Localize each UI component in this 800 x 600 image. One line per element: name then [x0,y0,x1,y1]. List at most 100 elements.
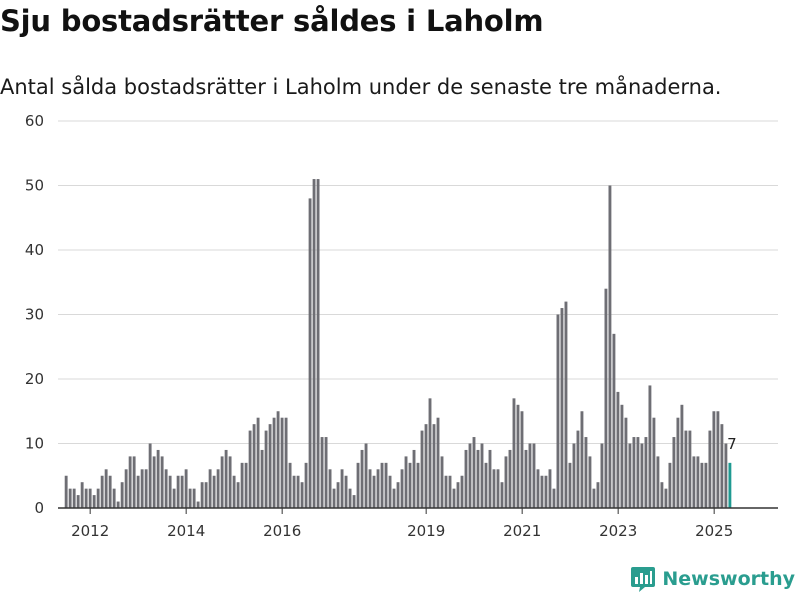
bar [104,469,108,508]
bar [316,179,320,509]
bar [364,443,368,508]
bar [236,482,240,508]
bar [336,482,340,508]
bar [88,488,92,508]
bar [700,462,704,508]
bar [80,482,84,508]
bar [724,443,728,508]
bar [464,449,468,508]
bar [232,475,236,508]
bar [556,314,560,508]
bar [276,411,280,508]
bar [532,443,536,508]
bar [196,501,200,508]
bar [328,469,332,508]
bar [96,488,100,508]
bar [588,456,592,508]
y-tick-label: 60 [25,112,44,130]
bar [684,430,688,508]
bar [468,443,472,508]
bar [164,469,168,508]
bar [212,475,216,508]
bar [292,475,296,508]
bar [452,488,456,508]
bar [544,475,548,508]
bar [180,475,184,508]
bar [484,462,488,508]
bar [304,462,308,508]
bar [388,475,392,508]
gridlines [58,120,778,444]
bar-series [64,179,732,509]
bar [320,437,324,508]
bar [716,411,720,508]
bar [504,456,508,508]
bar [704,462,708,508]
x-tick-label: 2014 [167,522,205,540]
bar [288,462,292,508]
bar [244,462,248,508]
bar [168,475,172,508]
bar [580,411,584,508]
bar [344,475,348,508]
bar [612,333,616,508]
bar [688,430,692,508]
bar [428,398,432,508]
bar [100,475,104,508]
bar [472,437,476,508]
bar [604,288,608,508]
bar [576,430,580,508]
bar [636,437,640,508]
bar [136,475,140,508]
bar [516,404,520,508]
bar [208,469,212,508]
bar [368,469,372,508]
bar [492,469,496,508]
bar [404,456,408,508]
bar [268,424,272,508]
bar [348,488,352,508]
brand-name: Newsworthy [662,568,795,590]
bar [152,456,156,508]
bar [548,469,552,508]
bar [448,475,452,508]
bar [476,449,480,508]
bar [172,488,176,508]
bar [640,443,644,508]
bar [712,411,716,508]
y-tick-label: 40 [25,241,44,259]
bar [148,443,152,508]
bar [296,475,300,508]
bar [628,443,632,508]
bar [188,488,192,508]
bar [552,488,556,508]
bar [356,462,360,508]
bar [156,449,160,508]
x-tick-label: 2023 [599,522,637,540]
bar [444,475,448,508]
bar [488,449,492,508]
bar [668,462,672,508]
y-axis-tick-labels: 0 10 20 30 40 50 60 [25,112,44,517]
bar [416,462,420,508]
bar [252,424,256,508]
bar [324,437,328,508]
bar [396,482,400,508]
bar [592,488,596,508]
bar [692,456,696,508]
bar [412,449,416,508]
bar [652,417,656,508]
y-tick-label: 20 [25,370,44,388]
bar [140,469,144,508]
bar [68,488,72,508]
bar [456,482,460,508]
bar [360,449,364,508]
bar [664,488,668,508]
bar [572,443,576,508]
chart-title: Sju bostadsrätter såldes i Laholm [0,4,544,38]
bar [312,179,316,509]
bar [392,488,396,508]
bar [520,411,524,508]
bar [132,456,136,508]
